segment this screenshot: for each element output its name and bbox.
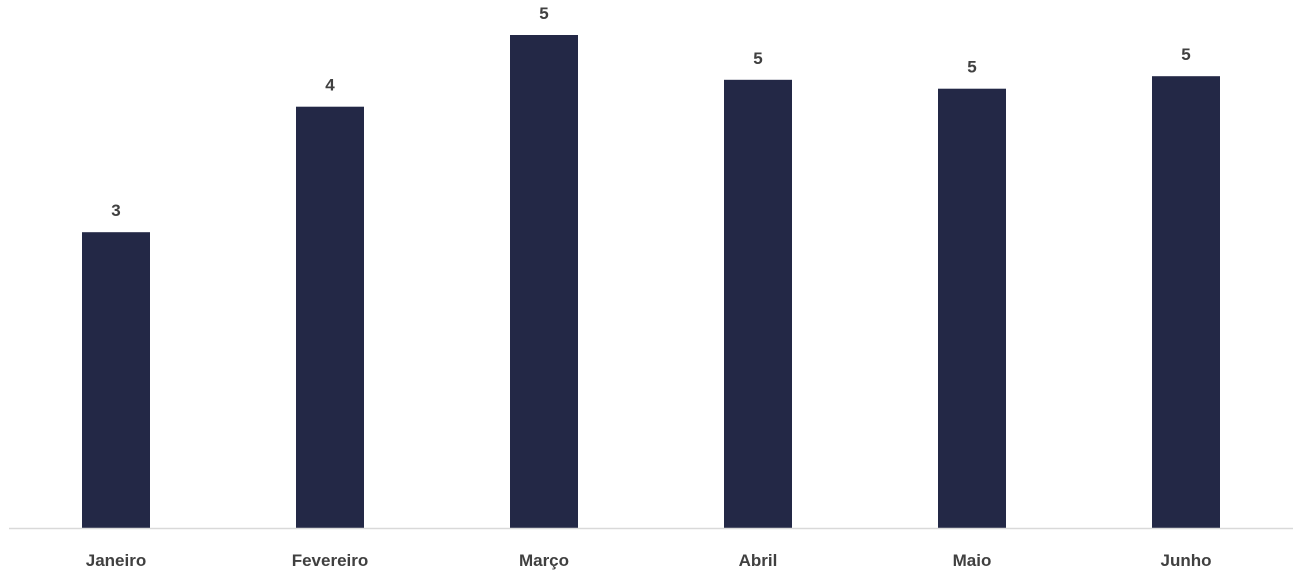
category-label-fevereiro: Fevereiro: [292, 551, 369, 570]
category-label-junho: Junho: [1161, 551, 1212, 570]
data-label-junho: 5: [1181, 45, 1190, 64]
bars-group: [82, 35, 1220, 529]
bar-abril: [724, 79, 792, 529]
data-labels-group: 3 4 5 5 5 5: [111, 4, 1190, 220]
data-label-fevereiro: 4: [325, 76, 335, 95]
bar-fevereiro: [296, 106, 364, 528]
data-label-janeiro: 3: [111, 201, 120, 220]
data-label-abril: 5: [753, 49, 762, 68]
category-label-janeiro: Janeiro: [86, 551, 146, 570]
category-label-maio: Maio: [953, 551, 992, 570]
bar-maio: [938, 88, 1006, 528]
category-labels-group: Janeiro Fevereiro Março Abril Maio Junho: [86, 551, 1212, 570]
category-label-março: Março: [519, 551, 569, 570]
data-label-maio: 5: [967, 58, 976, 77]
bar-junho: [1152, 76, 1220, 528]
bar-janeiro: [82, 232, 150, 528]
data-label-março: 5: [539, 4, 548, 23]
category-label-abril: Abril: [739, 551, 778, 570]
bar-março: [510, 35, 578, 528]
